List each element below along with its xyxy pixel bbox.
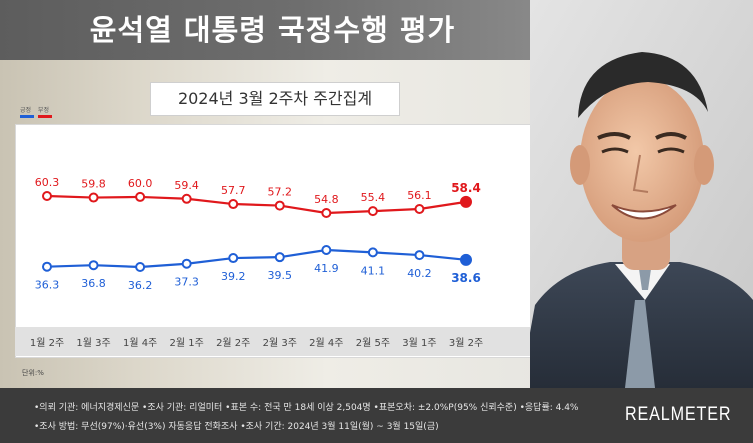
data-point-disapprove (367, 206, 378, 217)
footer: •의뢰 기관: 에너지경제신문 •조사 기관: 리얼미터 •표본 수: 전국 만… (0, 388, 753, 443)
page-title: 윤석열 대통령 국정수행 평가 (89, 13, 456, 47)
data-point-approve (460, 253, 472, 266)
title-bar: 윤석열 대통령 국정수행 평가 (0, 0, 545, 60)
data-point-approve (367, 247, 378, 258)
data-point-approve (414, 250, 425, 261)
legend-swatch-disapprove (37, 115, 52, 118)
data-point-disapprove (460, 195, 472, 208)
x-tick-label: 1월 3주 (76, 337, 110, 349)
data-point-approve (181, 258, 192, 269)
data-label-disapprove: 60.3 (35, 176, 60, 189)
data-label-approve: 39.5 (268, 269, 293, 282)
x-tick-label: 2월 1주 (170, 337, 204, 349)
data-label-disapprove: 54.8 (314, 193, 339, 206)
series-line-approve (46, 248, 467, 269)
data-point-approve (42, 261, 52, 272)
x-tick-label: 1월 2주 (30, 337, 64, 349)
unit-label: 단위:% (22, 369, 44, 377)
data-label-approve: 36.3 (35, 279, 60, 292)
series-line-disapprove (46, 194, 467, 215)
data-label-approve: 40.2 (407, 267, 432, 280)
data-point-disapprove (181, 193, 192, 204)
data-label-approve: 36.8 (81, 277, 106, 290)
x-tick-label: 2월 2주 (216, 337, 250, 349)
data-point-approve (321, 245, 332, 255)
legend-item-approve: 긍정 (20, 105, 34, 118)
data-label-disapprove: 55.4 (361, 191, 386, 204)
legend-label-disapprove: 부정 (37, 107, 49, 114)
x-tick-label: 2월 4주 (309, 337, 343, 349)
data-label-approve: 39.2 (221, 270, 246, 283)
plot-area (15, 124, 547, 358)
x-tick-label: 1월 4주 (123, 337, 157, 349)
data-label-approve: 38.6 (451, 271, 481, 285)
portrait-illustration (530, 0, 753, 388)
legend-item-disapprove: 부정 (37, 105, 52, 118)
data-point-disapprove (42, 191, 52, 201)
data-label-disapprove: 56.1 (407, 189, 432, 202)
x-tick-label: 3월 2주 (449, 337, 483, 349)
data-point-disapprove (228, 199, 239, 210)
data-label-disapprove: 60.0 (128, 177, 153, 190)
data-point-approve (228, 253, 239, 264)
data-label-disapprove: 58.4 (451, 181, 481, 195)
data-label-approve: 41.1 (361, 264, 386, 277)
data-point-disapprove (88, 192, 99, 203)
data-label-disapprove: 59.8 (81, 178, 106, 191)
data-label-approve: 41.9 (314, 262, 339, 275)
data-label-disapprove: 57.7 (221, 184, 246, 197)
x-tick-label: 2월 3주 (263, 337, 297, 349)
line-chart: 1월 2주 1월 3주 1월 4주 2월 1주 2월 2주 2월 3주 2월 4주 2월 5주… (30, 176, 483, 349)
data-point-approve (274, 252, 285, 263)
data-point-disapprove (135, 191, 146, 202)
realmeter-logo: REALMETER (625, 404, 732, 425)
data-point-disapprove (274, 200, 285, 211)
data-label-approve: 36.2 (128, 279, 153, 292)
legend-swatch-approve (20, 115, 34, 118)
x-tick-label: 2월 5주 (356, 337, 390, 349)
footer-survey-info: •의뢰 기관: 에너지경제신문 •조사 기관: 리얼미터 •표본 수: 전국 만… (34, 403, 579, 413)
data-point-disapprove (321, 208, 332, 218)
data-label-approve: 37.3 (174, 276, 199, 289)
data-point-approve (135, 262, 146, 272)
data-label-disapprove: 59.4 (174, 179, 199, 192)
x-axis-band (15, 327, 545, 356)
legend-label-approve: 긍정 (20, 107, 32, 114)
data-point-approve (88, 260, 99, 271)
president-portrait (530, 0, 753, 388)
x-tick-label: 3월 1주 (402, 337, 436, 349)
footer-survey-method: •조사 방법: 무선(97%)·유선(3%) 자동응답 전화조사 •조사 기간:… (34, 422, 439, 432)
data-point-disapprove (414, 203, 425, 214)
legend: 긍정 부정 (20, 105, 54, 118)
data-label-disapprove: 57.2 (268, 186, 293, 199)
chart-subtitle: 2024년 3월 2주차 주간집계 (150, 82, 400, 116)
